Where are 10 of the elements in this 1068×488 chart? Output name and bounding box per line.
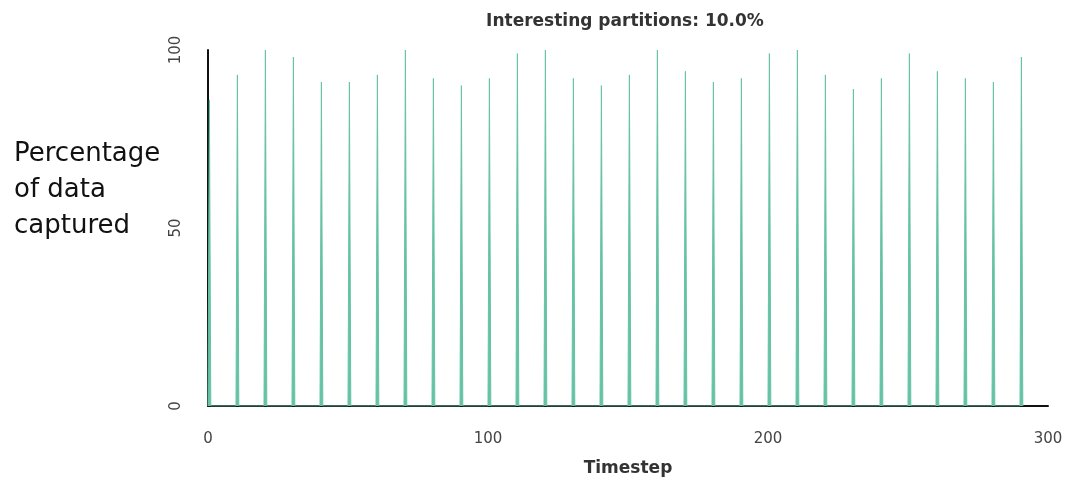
x-axis-title: Timestep — [583, 456, 673, 477]
x-tick-label: 0 — [203, 428, 213, 447]
x-tick-label: 200 — [753, 428, 783, 447]
y-tick-label: 0 — [165, 401, 184, 411]
y-axis-title: Percentage of data captured — [14, 137, 161, 239]
y-tick-label: 100 — [165, 35, 184, 65]
x-tick-label: 300 — [1033, 428, 1063, 447]
y-tick-label: 50 — [165, 218, 184, 238]
chart-title: Interesting partitions: 10.0% — [486, 9, 764, 30]
x-tick-label: 100 — [473, 428, 503, 447]
